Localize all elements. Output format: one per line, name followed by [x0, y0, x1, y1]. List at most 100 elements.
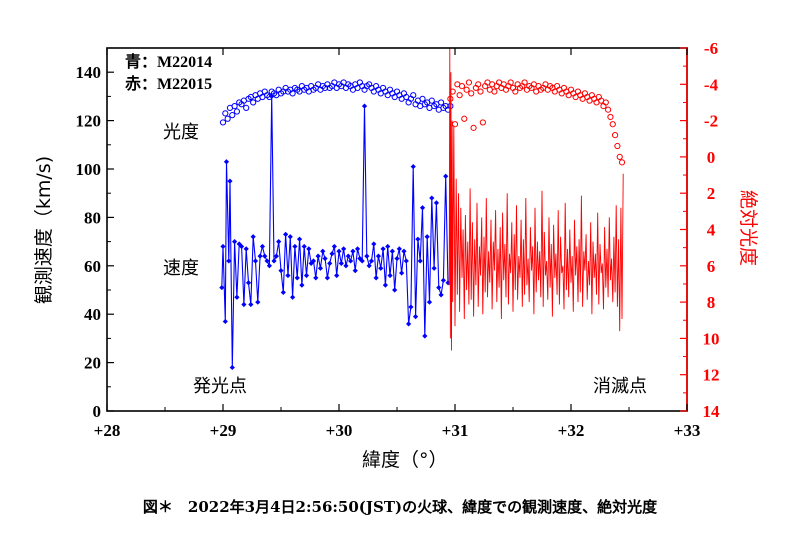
data-point: [438, 292, 444, 298]
x-tick-label: +33: [674, 421, 701, 440]
data-point: [250, 234, 256, 240]
data-point: [294, 275, 300, 281]
y-right-tick-label: 14: [703, 402, 721, 421]
data-point: [463, 86, 470, 93]
data-point: [417, 258, 423, 264]
data-point: [336, 248, 342, 254]
data-point: [382, 282, 388, 288]
data-point: [445, 280, 451, 286]
data-point: [232, 239, 238, 245]
series-1: [219, 79, 454, 126]
data-point: [348, 258, 354, 264]
data-point: [368, 258, 375, 264]
data-point: [607, 113, 614, 121]
data-point: [324, 275, 330, 281]
data-point: [470, 124, 477, 131]
data-point: [436, 284, 442, 291]
y-right-tick-label: 6: [707, 257, 716, 276]
data-point: [229, 364, 235, 371]
data-point: [296, 236, 303, 242]
data-point: [419, 95, 426, 102]
data-point: [334, 272, 340, 279]
data-point: [222, 318, 228, 325]
annotation-start-point: 発光点: [193, 376, 247, 397]
data-point: [602, 99, 609, 106]
data-point: [428, 97, 435, 104]
data-point: [306, 246, 312, 252]
data-point: [431, 265, 437, 271]
data-point: [456, 92, 463, 99]
data-point: [512, 88, 519, 95]
data-point: [292, 243, 298, 250]
data-point: [375, 253, 382, 259]
legend-blue: 青：M22014: [125, 52, 212, 71]
data-point: [385, 243, 391, 250]
data-point: [299, 282, 305, 288]
data-point: [380, 246, 386, 252]
data-point: [229, 112, 236, 119]
data-point: [616, 153, 623, 160]
data-point: [243, 104, 250, 111]
data-point: [507, 79, 514, 86]
x-tick-label: +32: [558, 421, 585, 440]
data-point: [410, 163, 416, 170]
data-point: [327, 260, 333, 266]
y-right-tick-label: 4: [707, 221, 716, 240]
data-point: [366, 263, 372, 269]
data-point: [461, 115, 468, 122]
data-point: [345, 253, 351, 259]
data-point: [371, 241, 377, 247]
data-point: [521, 79, 528, 86]
data-point: [443, 173, 449, 179]
data-point: [611, 132, 619, 139]
data-point: [424, 234, 430, 240]
y-left-tick-label: 80: [84, 208, 101, 227]
x-tick-label: +29: [210, 421, 237, 440]
data-point: [331, 243, 337, 250]
data-point: [320, 248, 326, 254]
data-point: [289, 90, 296, 97]
data-point: [609, 121, 616, 128]
data-point: [354, 246, 361, 252]
data-point: [219, 119, 227, 126]
plot-series: [219, 48, 626, 371]
data-point: [224, 115, 231, 122]
y-right-tick-label: -6: [704, 39, 718, 58]
y-right-tick-label: -2: [704, 112, 718, 131]
data-point: [403, 258, 409, 264]
data-point: [278, 268, 284, 274]
data-point: [433, 200, 440, 206]
series-3: [448, 48, 624, 351]
data-point: [491, 88, 498, 95]
series-2: [447, 79, 626, 166]
annotation-velocity: 速度: [163, 258, 199, 279]
y-left-tick-label: 40: [84, 305, 101, 324]
data-point: [399, 270, 405, 276]
data-point: [310, 258, 317, 264]
data-point: [238, 243, 245, 250]
data-point: [465, 79, 473, 86]
data-point: [426, 299, 433, 305]
data-point: [373, 275, 379, 281]
data-point: [276, 239, 282, 245]
data-point: [241, 301, 247, 308]
data-point: [415, 236, 421, 242]
data-point: [352, 268, 358, 274]
figure-caption: 図＊ 2022年3月4日2:56:50(JST)の火球、緯度での観測速度、絶対光…: [142, 498, 658, 516]
annotation-end-point: 消滅点: [593, 376, 647, 397]
data-point: [605, 106, 612, 113]
data-point: [387, 272, 393, 279]
data-point: [233, 108, 241, 115]
data-point: [266, 263, 272, 269]
data-point: [361, 103, 368, 109]
annotation-brightness: 光度: [163, 122, 199, 143]
data-point: [283, 231, 289, 237]
legend-red: 赤：M22015: [125, 74, 212, 93]
data-point: [227, 178, 233, 184]
data-point: [408, 304, 414, 310]
data-point: [479, 119, 486, 126]
data-point: [264, 258, 270, 264]
data-point: [231, 102, 238, 110]
x-tick-label: +31: [442, 421, 469, 440]
x-tick-label: +30: [326, 421, 353, 440]
